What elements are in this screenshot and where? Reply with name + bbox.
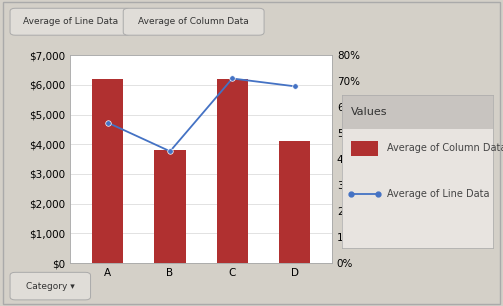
FancyBboxPatch shape: [342, 95, 493, 129]
Bar: [154, 150, 186, 263]
Text: Values: Values: [351, 107, 388, 117]
Bar: [217, 79, 248, 263]
Text: Average of Column Data: Average of Column Data: [387, 144, 503, 153]
Bar: [92, 79, 123, 263]
Bar: [279, 141, 310, 263]
Text: Average of Line Data: Average of Line Data: [387, 189, 490, 199]
Text: Average of Line Data: Average of Line Data: [23, 17, 118, 26]
Text: Category ▾: Category ▾: [26, 282, 74, 291]
Text: Average of Column Data: Average of Column Data: [138, 17, 249, 26]
Bar: [351, 141, 378, 156]
